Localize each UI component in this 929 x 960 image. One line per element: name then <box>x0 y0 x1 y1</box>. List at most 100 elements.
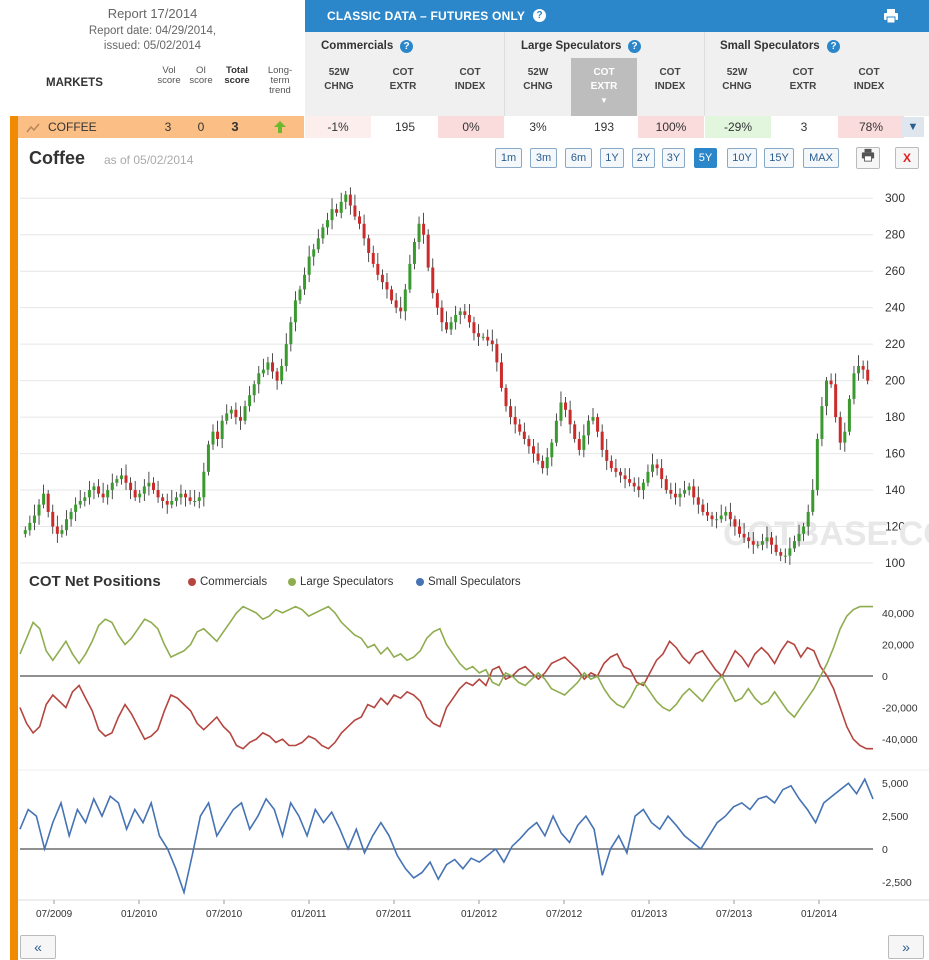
candle-body <box>774 544 778 553</box>
candle-body <box>161 497 165 501</box>
candle-body <box>165 500 169 505</box>
candle-body <box>362 223 366 239</box>
candle-body <box>216 431 220 439</box>
candle-body <box>825 380 829 407</box>
report-header: Report 17/2014 Report date: 04/29/2014, … <box>0 0 305 116</box>
candle-body <box>367 238 371 253</box>
y-tick-label: 260 <box>885 264 905 278</box>
candle-body <box>458 311 462 315</box>
market-row-coffee[interactable]: COFFEE 3 0 3 -1% 195 0% 3% 193 100% -29% 3 78% ▼ <box>0 116 929 138</box>
candle-body <box>852 373 856 399</box>
print-icon[interactable] <box>883 8 899 29</box>
y-tick-label: 5,000 <box>882 778 908 790</box>
candle-body <box>591 417 595 421</box>
candle-body <box>733 519 737 527</box>
candle-body <box>390 289 394 301</box>
candle-body <box>42 493 46 505</box>
candle-body <box>344 194 348 202</box>
series-line-small-speculators <box>19 777 874 896</box>
range-button-max[interactable]: MAX <box>803 148 839 168</box>
range-button-5y[interactable]: 5Y <box>694 148 717 168</box>
candle-body <box>788 548 792 556</box>
candle-body <box>513 417 517 425</box>
help-icon[interactable]: ? <box>827 40 840 53</box>
print-icon <box>861 148 875 162</box>
sub-52w-chng[interactable]: 52W CHNG <box>722 67 752 92</box>
sub-52w-chng[interactable]: 52W CHNG <box>324 67 354 92</box>
sub-cot-index[interactable]: COT INDEX <box>853 67 885 92</box>
report-issued: issued: 05/02/2014 <box>103 40 202 52</box>
candle-body <box>293 300 297 323</box>
collapse-toggle[interactable]: ▼ <box>902 117 924 137</box>
sub-52w-chng[interactable]: 52W CHNG <box>523 67 553 92</box>
col-total-score[interactable]: Total score <box>224 65 250 86</box>
range-button-15y[interactable]: 15Y <box>764 148 794 168</box>
prev-market-button[interactable]: « <box>20 935 56 959</box>
help-icon[interactable]: ? <box>400 40 413 53</box>
candle-body <box>412 242 416 264</box>
candle-body <box>678 493 682 498</box>
y-tick-label: 280 <box>885 228 905 242</box>
sub-cot-extr-sorted[interactable]: COT EXTR ▼ <box>590 67 618 105</box>
y-tick-label: 220 <box>885 337 905 351</box>
candle-body <box>335 209 339 213</box>
candle-body <box>408 263 412 290</box>
chart-title: Coffee <box>29 148 86 168</box>
candle-body <box>298 289 302 301</box>
candle-body <box>385 282 389 290</box>
candle-body <box>431 267 435 294</box>
next-market-button[interactable]: » <box>888 935 924 959</box>
x-tick-label: 07/2013 <box>716 909 753 920</box>
candle-body <box>568 409 572 425</box>
candle-body <box>257 373 261 385</box>
range-button-2y[interactable]: 2Y <box>632 148 655 168</box>
sub-cot-index[interactable]: COT INDEX <box>654 67 686 92</box>
candle-body <box>170 500 174 505</box>
report-date: Report date: 04/29/2014, <box>88 25 217 37</box>
candle-body <box>531 446 535 454</box>
y-tick-label: 120 <box>885 520 905 534</box>
group-commercials: Commercials <box>321 40 394 52</box>
range-button-6m[interactable]: 6m <box>565 148 592 168</box>
range-button-1m[interactable]: 1m <box>495 148 522 168</box>
candle-body <box>806 511 810 527</box>
print-chart-button[interactable] <box>856 147 880 169</box>
y-tick-label: -20,000 <box>882 703 918 715</box>
market-name[interactable]: COFFEE <box>48 120 97 134</box>
candle-body <box>380 274 384 283</box>
candle-body <box>664 479 668 491</box>
candle-body <box>486 336 490 341</box>
candle-body <box>426 234 430 268</box>
range-button-3y[interactable]: 3Y <box>662 148 685 168</box>
candle-body <box>422 223 426 235</box>
range-button-1y[interactable]: 1Y <box>600 148 624 168</box>
candle-body <box>206 444 210 472</box>
candle-body <box>618 471 622 476</box>
candle-body <box>655 464 659 469</box>
sub-cot-extr[interactable]: COT EXTR <box>389 67 417 92</box>
help-icon[interactable]: ? <box>533 9 546 22</box>
legend-commercials[interactable]: Commercials <box>188 576 267 588</box>
x-tick-label: 07/2010 <box>206 909 243 920</box>
close-chart-button[interactable]: X <box>895 147 919 169</box>
candle-body <box>641 482 645 491</box>
cot-legend-title: COT Net Positions <box>29 573 161 590</box>
candle-body <box>449 322 453 330</box>
candle-body <box>797 533 801 542</box>
trend-up-icon <box>273 120 287 139</box>
range-button-3m[interactable]: 3m <box>530 148 557 168</box>
candle-body <box>467 314 471 323</box>
candle-body <box>792 541 796 549</box>
legend-small-speculators[interactable]: Small Speculators <box>416 576 521 588</box>
candle-body <box>738 526 742 534</box>
legend-large-speculators[interactable]: Large Speculators <box>288 576 393 588</box>
candle-body <box>225 413 229 421</box>
help-icon[interactable]: ? <box>628 40 641 53</box>
sub-cot-extr[interactable]: COT EXTR <box>789 67 817 92</box>
range-button-10y[interactable]: 10Y <box>727 148 757 168</box>
candle-body <box>811 490 815 512</box>
candle-body <box>646 471 650 483</box>
sub-cot-index[interactable]: COT INDEX <box>454 67 486 92</box>
series-line-commercials <box>19 639 873 750</box>
x-tick-label: 07/2009 <box>36 909 73 920</box>
